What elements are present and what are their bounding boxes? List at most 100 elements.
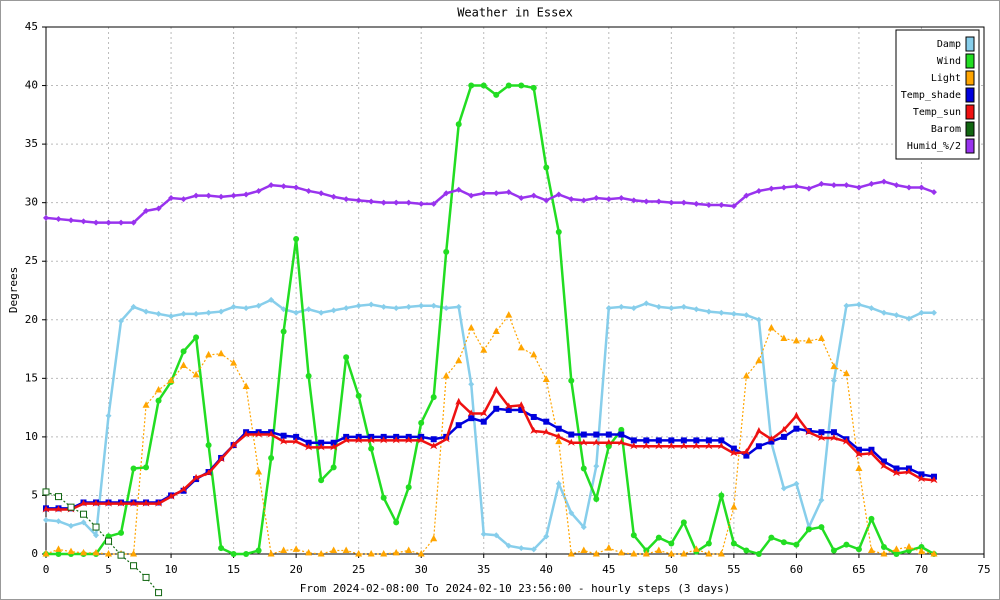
point [730,503,738,510]
point [680,442,688,450]
point [292,437,300,445]
point [618,426,625,433]
point [618,194,625,201]
point [430,302,437,309]
point [242,430,250,438]
point [293,309,300,316]
point [818,180,825,187]
point [493,190,500,197]
point [793,183,800,190]
point [780,184,787,191]
point [618,303,625,310]
point [430,442,438,450]
point [155,310,162,317]
point [730,540,737,547]
point [380,303,387,310]
point [880,543,887,550]
point [718,492,725,499]
point [555,425,562,432]
point [555,432,563,440]
x-tick-label: 20 [290,563,303,576]
point [405,546,413,553]
point [218,545,225,552]
point [417,550,425,557]
point [368,198,375,205]
point [667,550,675,557]
point [255,468,263,475]
point [843,182,850,189]
legend-swatch [965,70,975,86]
point [393,199,400,206]
point [293,184,300,191]
point [105,537,113,545]
point [543,197,550,204]
point [443,305,450,312]
legend-swatch [965,138,975,154]
legend-label: Barom [931,124,961,135]
point [918,471,925,478]
x-tick-label: 60 [790,563,803,576]
point [193,192,200,199]
y-tick-label: 15 [25,371,38,384]
point [705,437,712,444]
point [142,499,150,507]
point [493,405,500,412]
point [818,497,825,504]
point [568,431,575,438]
x-tick-label: 35 [477,563,490,576]
y-tick-label: 35 [25,137,38,150]
point [705,540,712,547]
point [855,546,862,553]
point [630,532,637,539]
point [255,547,262,554]
legend-label: Temp_sun [913,107,961,118]
point [155,205,162,212]
point [518,545,525,552]
point [293,235,300,242]
point [255,302,262,309]
point [668,540,675,547]
point [780,425,788,433]
point [643,198,650,205]
legend-label: Humid_%/2 [907,141,961,152]
point [455,356,463,364]
point [442,371,450,379]
point [630,550,638,557]
point [280,183,287,190]
point [430,534,438,542]
point [230,441,238,449]
point [168,313,175,320]
point [642,550,650,557]
y-tick-label: 45 [25,20,38,33]
point [717,442,725,450]
point [343,305,350,312]
point [593,495,600,502]
point [880,550,888,557]
point [868,515,875,522]
point [893,465,900,472]
point [505,402,513,410]
point [555,191,562,198]
x-tick-label: 5 [105,563,112,576]
point [443,248,450,255]
point [143,464,150,471]
point [568,196,575,203]
point [680,199,687,206]
point [105,550,113,557]
point [130,219,137,226]
point [480,346,488,353]
point [592,438,600,446]
point [180,310,187,317]
point [67,547,75,555]
point [842,369,850,377]
y-tick-label: 40 [25,79,38,92]
point [493,91,500,98]
point [705,308,712,315]
point [93,532,100,539]
point [468,82,475,89]
point [167,376,175,384]
point [580,465,587,472]
x-tick-label: 50 [665,563,678,576]
point [580,524,587,531]
point [668,199,675,206]
